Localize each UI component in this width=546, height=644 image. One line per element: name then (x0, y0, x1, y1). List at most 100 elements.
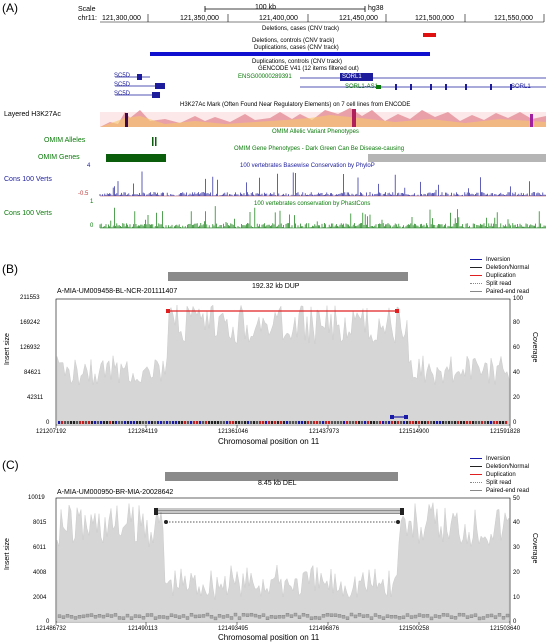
panel-b-y2tick-1: 80 (513, 320, 520, 326)
read-marker (125, 613, 130, 618)
read-marker (457, 612, 462, 617)
read-marker (364, 421, 367, 424)
read-marker (141, 616, 146, 620)
gene-sorl1: SORL1 (342, 74, 362, 80)
read-marker (349, 421, 352, 424)
read-marker (109, 614, 114, 618)
read-marker (244, 421, 247, 424)
read-marker (161, 615, 166, 619)
read-marker (103, 421, 106, 424)
read-marker (418, 421, 421, 424)
panel-c-ytick-2: 6011 (33, 545, 46, 551)
read-marker (493, 615, 498, 619)
read-marker (172, 421, 175, 424)
read-marker (73, 616, 78, 620)
read-marker (105, 613, 110, 617)
read-marker (85, 613, 90, 618)
read-marker (121, 616, 126, 620)
read-marker (129, 616, 134, 620)
read-marker (385, 614, 390, 618)
pos-1: 121,300,000 (102, 15, 141, 22)
read-marker (433, 614, 438, 618)
read-marker (487, 421, 490, 424)
read-marker (393, 614, 398, 619)
read-marker (457, 421, 460, 424)
chrom-label: chr11: (78, 15, 97, 22)
read-marker (202, 421, 205, 424)
read-marker (245, 613, 250, 617)
phylop-bottom: -0.5 (78, 191, 89, 197)
read-marker (295, 421, 298, 424)
read-marker (181, 421, 184, 424)
panel-b-legend: Inversion Deletion/Normal Duplication Sp… (470, 257, 529, 297)
duplication-case-bar (150, 52, 430, 56)
read-marker (91, 421, 94, 424)
gene-sorl1-as1: SORL1-AS1 (345, 84, 379, 90)
read-marker (113, 613, 118, 617)
read-marker (388, 421, 391, 424)
read-marker (221, 615, 226, 619)
omim-genes-title: OMIM Gene Phenotypes - Dark Green Can Be… (234, 146, 405, 152)
assembly-label: hg38 (368, 5, 384, 12)
panel-b-ytick-4: 42311 (27, 395, 44, 401)
read-marker (376, 421, 379, 424)
read-marker (497, 613, 502, 617)
read-marker (115, 421, 118, 424)
read-marker (413, 614, 418, 619)
read-marker (197, 614, 202, 618)
panel-c-xtick-4: 121500258 (399, 626, 430, 632)
read-marker (157, 421, 160, 424)
track-deletions-cases: Deletions, cases (CNV track) (262, 26, 340, 32)
read-marker (401, 615, 406, 620)
read-marker (166, 421, 169, 424)
read-marker (361, 614, 366, 618)
read-marker (333, 613, 338, 617)
legend-paired-end-c: Paired-end read (486, 488, 530, 494)
panel-c-xtick-1: 121490113 (128, 626, 158, 632)
legend-paired-end: Paired-end read (486, 289, 530, 295)
read-marker (175, 421, 178, 424)
read-marker (69, 615, 74, 619)
read-marker (334, 421, 337, 424)
dup-event-bar (168, 272, 408, 281)
read-marker (151, 421, 154, 424)
h3k27ac-title: H3K27Ac Mark (Often Found Near Regulator… (180, 102, 411, 108)
read-marker (502, 421, 505, 424)
read-marker (286, 421, 289, 424)
read-marker (490, 421, 493, 424)
panel-b-xtick-3: 121437973 (309, 429, 340, 435)
read-marker (73, 421, 76, 424)
read-marker (209, 615, 214, 619)
read-marker (88, 421, 91, 424)
read-marker (429, 616, 434, 621)
read-marker (57, 614, 62, 618)
gene-ensg: ENSG00000289391 (238, 74, 292, 80)
panel-c-ylabel: Insert size (4, 538, 11, 570)
read-marker (220, 421, 223, 424)
read-marker (292, 421, 295, 424)
read-marker (233, 612, 238, 617)
read-marker (405, 613, 410, 617)
read-marker (353, 614, 358, 619)
phylop-track (99, 171, 546, 197)
read-marker (358, 421, 361, 424)
read-marker (214, 421, 217, 424)
read-marker (130, 421, 133, 424)
read-marker (127, 421, 130, 424)
panel-c-xtick-2: 121493495 (218, 626, 249, 632)
read-marker (142, 421, 145, 424)
panel-b-y2tick-2: 60 (513, 345, 520, 351)
read-marker (97, 421, 100, 424)
read-marker (409, 615, 414, 619)
read-marker (316, 421, 319, 424)
panel-b-plot (55, 272, 511, 428)
read-marker (205, 421, 208, 424)
read-marker (223, 421, 226, 424)
panel-b-xtick-0: 121207192 (36, 429, 67, 435)
read-marker (77, 615, 82, 619)
read-marker (381, 616, 386, 620)
read-marker (304, 421, 307, 424)
read-marker (461, 613, 466, 617)
read-marker (145, 613, 150, 617)
read-marker (273, 615, 278, 619)
